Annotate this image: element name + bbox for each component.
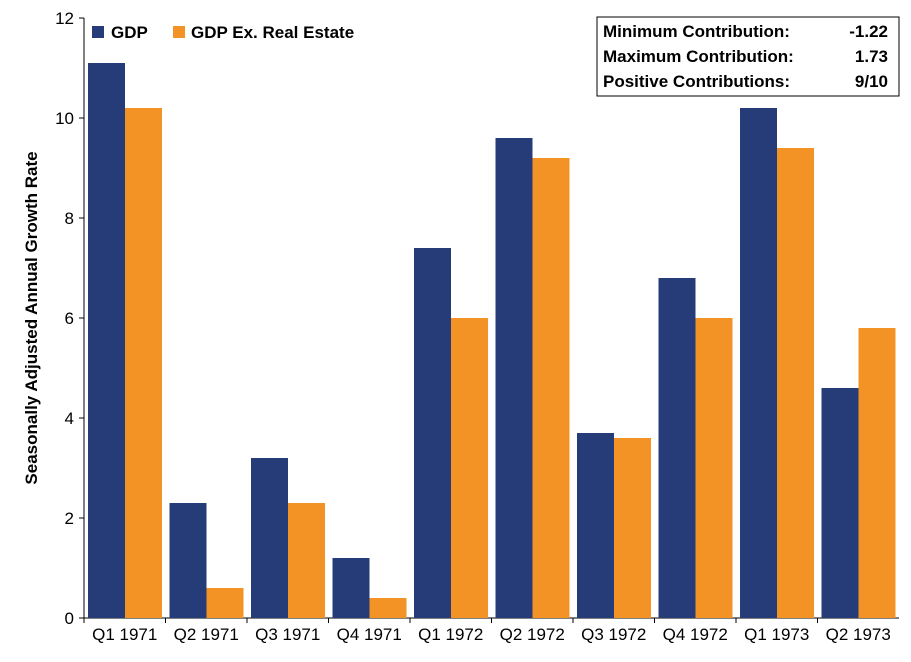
x-tick-label: Q4 1971 bbox=[337, 625, 402, 644]
stat-value-min: -1.22 bbox=[849, 22, 888, 41]
bar-gdp bbox=[414, 248, 451, 618]
stat-value-max: 1.73 bbox=[855, 47, 888, 66]
bar-gdp-ex-real-estate bbox=[206, 588, 244, 618]
y-tick-label: 10 bbox=[55, 109, 74, 128]
bar-gdp-ex-real-estate bbox=[125, 108, 162, 618]
bar-gdp-ex-real-estate bbox=[369, 598, 407, 618]
x-tick-label: Q1 1973 bbox=[744, 625, 809, 644]
x-tick-label: Q2 1971 bbox=[174, 625, 239, 644]
y-tick-label: 12 bbox=[55, 9, 74, 28]
bar-gdp-ex-real-estate bbox=[777, 148, 814, 618]
stat-label-positive: Positive Contributions: bbox=[603, 72, 790, 91]
stats-box: Minimum Contribution: -1.22 Maximum Cont… bbox=[596, 16, 900, 97]
bar-gdp bbox=[821, 388, 859, 618]
bar-gdp bbox=[495, 138, 533, 618]
y-tick-label: 4 bbox=[65, 409, 74, 428]
bar-gdp-ex-real-estate bbox=[614, 438, 651, 618]
bar-gdp-ex-real-estate bbox=[532, 158, 570, 618]
bar-gdp bbox=[169, 503, 207, 618]
legend-label: GDP bbox=[111, 23, 148, 42]
bar-gdp bbox=[88, 63, 125, 618]
x-tick-label: Q4 1972 bbox=[663, 625, 728, 644]
bar-gdp-ex-real-estate bbox=[858, 328, 896, 618]
bar-gdp-ex-real-estate bbox=[695, 318, 733, 618]
bar-gdp-ex-real-estate bbox=[451, 318, 488, 618]
stat-label-max: Maximum Contribution: bbox=[603, 47, 794, 66]
y-tick-label: 0 bbox=[65, 609, 74, 628]
y-tick-label: 2 bbox=[65, 509, 74, 528]
x-tick-label: Q1 1971 bbox=[92, 625, 157, 644]
x-ticks: Q1 1971 Q2 1971 Q3 1971 Q4 1971 Q1 1972 Q2 19… bbox=[83, 618, 891, 644]
y-axis-label: Seasonally Adjusted Annual Growth Rate bbox=[22, 151, 41, 484]
legend-label: GDP Ex. Real Estate bbox=[191, 23, 354, 42]
legend: GDP GDP Ex. Real Estate bbox=[92, 23, 354, 42]
x-tick-label: Q3 1971 bbox=[255, 625, 320, 644]
y-ticks: 0 2 4 6 8 10 12 bbox=[55, 9, 84, 628]
y-tick-label: 6 bbox=[65, 309, 74, 328]
bar-gdp bbox=[658, 278, 696, 618]
x-tick-label: Q1 1972 bbox=[418, 625, 483, 644]
stat-value-positive: 9/10 bbox=[855, 72, 888, 91]
bar-gdp bbox=[577, 433, 614, 618]
stat-label-min: Minimum Contribution: bbox=[603, 22, 790, 41]
bar-gdp-ex-real-estate bbox=[288, 503, 325, 618]
x-tick-label: Q3 1972 bbox=[581, 625, 646, 644]
bar-gdp bbox=[332, 558, 370, 618]
x-tick-label: Q2 1973 bbox=[826, 625, 891, 644]
y-tick-label: 8 bbox=[65, 209, 74, 228]
bars bbox=[88, 63, 896, 618]
stats-box-frame bbox=[596, 16, 900, 97]
legend-swatch bbox=[92, 26, 104, 38]
legend-swatch bbox=[173, 26, 185, 38]
x-tick-label: Q2 1972 bbox=[500, 625, 565, 644]
bar-gdp bbox=[251, 458, 288, 618]
bar-gdp bbox=[740, 108, 777, 618]
